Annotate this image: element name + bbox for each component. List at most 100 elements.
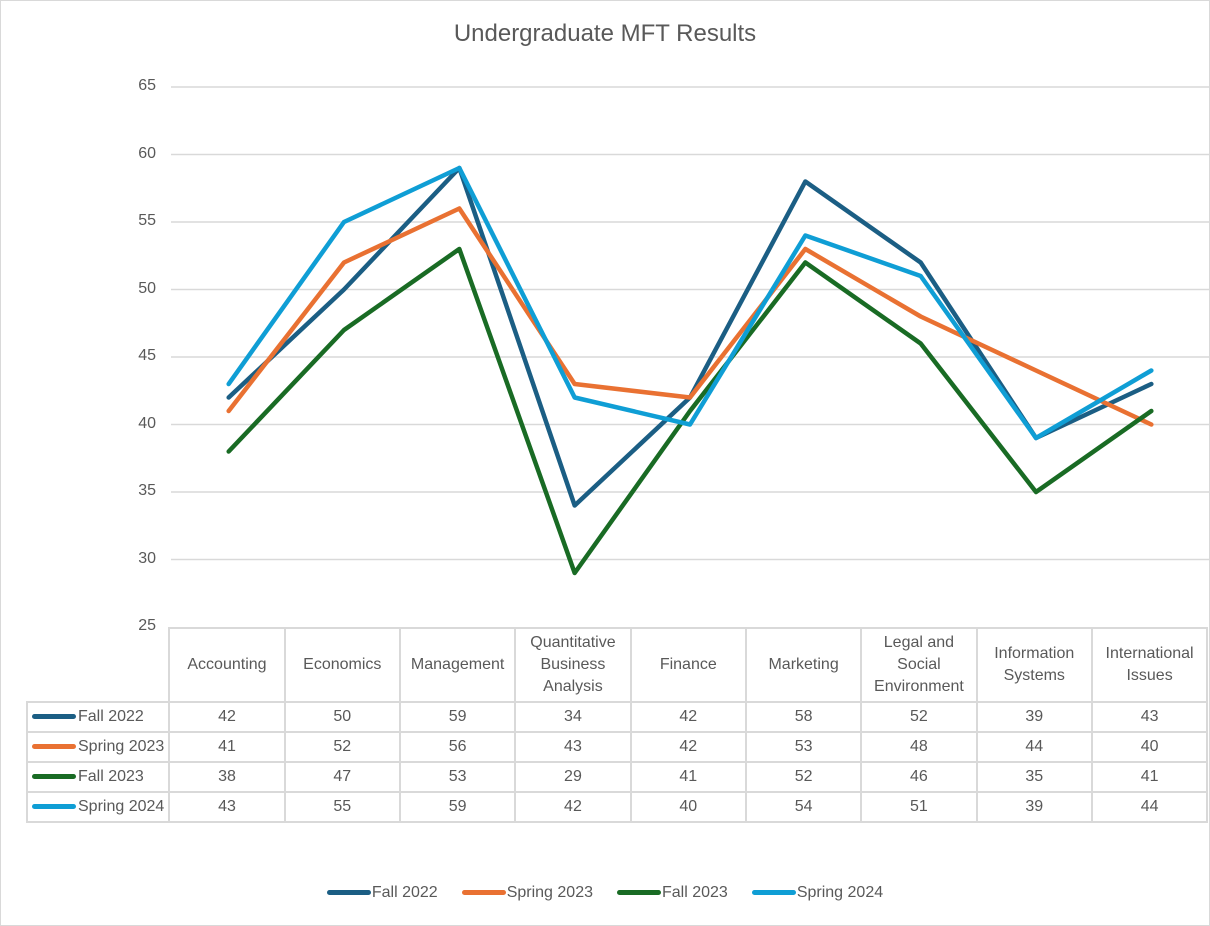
series-label-cell: Fall 2022 <box>25 701 171 733</box>
table-cell: 41 <box>1090 761 1209 793</box>
table-cell: 41 <box>168 731 286 763</box>
header-text: Analysis <box>543 678 603 695</box>
legend-item: Spring 2023 <box>461 884 593 902</box>
table-header-cell: Quantitative Business Analysis <box>514 627 632 703</box>
table-row: Fall 2022 42 50 59 34 42 58 52 39 43 <box>25 701 1209 733</box>
legend-item: Spring 2024 <box>751 884 883 902</box>
table-cell: 52 <box>744 761 863 793</box>
legend-key-icon <box>32 714 76 720</box>
table-cell: 59 <box>398 791 517 823</box>
table-cell: 40 <box>629 791 747 823</box>
table-header-cell: Accounting <box>168 627 286 703</box>
table-cell: 40 <box>1090 731 1209 763</box>
table-cell: 51 <box>860 791 978 823</box>
series-name: Spring 2023 <box>78 738 165 755</box>
series-label-cell: Spring 2023 <box>25 731 171 763</box>
header-text: Legal and <box>883 634 955 651</box>
header-text: Marketing <box>768 656 839 673</box>
table-cell: 43 <box>514 731 632 763</box>
table-cell: 39 <box>975 791 1093 823</box>
table-cell: 39 <box>975 701 1093 733</box>
series-label-cell: Spring 2024 <box>25 791 171 823</box>
table-cell: 42 <box>514 791 632 823</box>
y-tick-label: 35 <box>138 482 156 499</box>
legend-item: Fall 2022 <box>326 884 438 902</box>
table-cell: 42 <box>629 701 747 733</box>
series-line-fall-2023 <box>226 246 1154 576</box>
y-tick-label: 55 <box>138 212 156 229</box>
table-cell: 54 <box>744 791 863 823</box>
header-text: Systems <box>1003 667 1065 684</box>
legend-key-icon <box>751 890 796 896</box>
table-row: Spring 2024 43 55 59 42 40 54 51 39 44 <box>25 791 1209 823</box>
legend-key-icon <box>32 744 76 750</box>
table-cell: 41 <box>629 761 747 793</box>
series-line-fall-2022 <box>226 165 1154 508</box>
table-header-cell: Legal and Social Environment <box>860 627 978 703</box>
y-tick-label: 45 <box>138 347 156 364</box>
header-text: Information <box>994 645 1075 662</box>
table-cell: 42 <box>629 731 747 763</box>
legend-item: Fall 2023 <box>617 884 728 902</box>
legend-key-icon <box>326 890 371 896</box>
table-cell: 35 <box>975 761 1093 793</box>
legend: Fall 2022 Spring 2023 Fall 2023 Spring 2024 <box>0 884 1210 902</box>
table-cell: 47 <box>283 761 401 793</box>
table-cell: 44 <box>1090 791 1209 823</box>
header-text: Social <box>897 656 941 673</box>
table-cell: 46 <box>860 761 978 793</box>
header-text: Accounting <box>187 656 267 673</box>
table-header-cell: Management <box>398 627 517 703</box>
legend-key-icon <box>32 804 76 810</box>
y-tick-label: 60 <box>138 144 156 162</box>
table-cell: 38 <box>168 761 286 793</box>
y-tick-label: 40 <box>138 414 156 432</box>
series-name: Fall 2023 <box>78 768 144 785</box>
y-tick-label: 50 <box>138 279 156 297</box>
table-cell: 53 <box>744 731 863 763</box>
table-row: Fall 2023 38 47 53 29 41 52 46 35 41 <box>25 761 1209 793</box>
table-row: Spring 2023 41 52 56 43 42 53 48 44 40 <box>25 731 1209 763</box>
header-text: International <box>1105 645 1194 662</box>
table-cell: 52 <box>860 701 978 733</box>
table-header-cell: Marketing <box>744 627 863 703</box>
table-cell: 59 <box>398 701 517 733</box>
table-cell: 56 <box>398 731 517 763</box>
table-header-cell: Finance <box>629 627 747 703</box>
y-tick-label: 65 <box>138 77 156 94</box>
header-text: Finance <box>659 656 717 673</box>
table-cell: 50 <box>283 701 401 733</box>
table-cell: 43 <box>168 791 286 823</box>
table-header-cell: Information Systems <box>975 627 1093 703</box>
series-name: Fall 2022 <box>78 708 144 725</box>
table-cell: 34 <box>514 701 632 733</box>
table-cell: 48 <box>860 731 978 763</box>
series-line-spring-2023 <box>226 206 1154 427</box>
chart-title: Undergraduate MFT Results <box>453 20 757 47</box>
header-text: Issues <box>1126 667 1173 684</box>
legend-label: Spring 2023 <box>506 884 593 901</box>
table-cell: 42 <box>168 701 286 733</box>
header-text: Economics <box>303 656 382 673</box>
table-cell: 53 <box>398 761 517 793</box>
table-header-cell: International Issues <box>1090 627 1209 703</box>
table-cell: 43 <box>1090 701 1209 733</box>
y-tick-label: 30 <box>138 549 156 567</box>
data-table: Accounting Economics Management Quantitativ… <box>25 627 1209 823</box>
legend-key-icon <box>461 890 506 896</box>
legend-key-icon <box>617 890 661 896</box>
table-cell: 44 <box>975 731 1093 763</box>
table-corner <box>27 628 171 703</box>
table-cell: 29 <box>514 761 632 793</box>
table-cell: 58 <box>744 701 863 733</box>
legend-label: Fall 2023 <box>662 884 728 901</box>
legend-key-icon <box>32 774 76 780</box>
series-label-cell: Fall 2023 <box>25 761 171 793</box>
header-text: Management <box>410 656 505 673</box>
series-name: Spring 2024 <box>78 798 165 815</box>
table-header-cell: Economics <box>283 627 401 703</box>
header-text: Environment <box>874 678 964 695</box>
legend-label: Fall 2022 <box>371 884 438 901</box>
header-text: Quantitative <box>530 634 616 651</box>
